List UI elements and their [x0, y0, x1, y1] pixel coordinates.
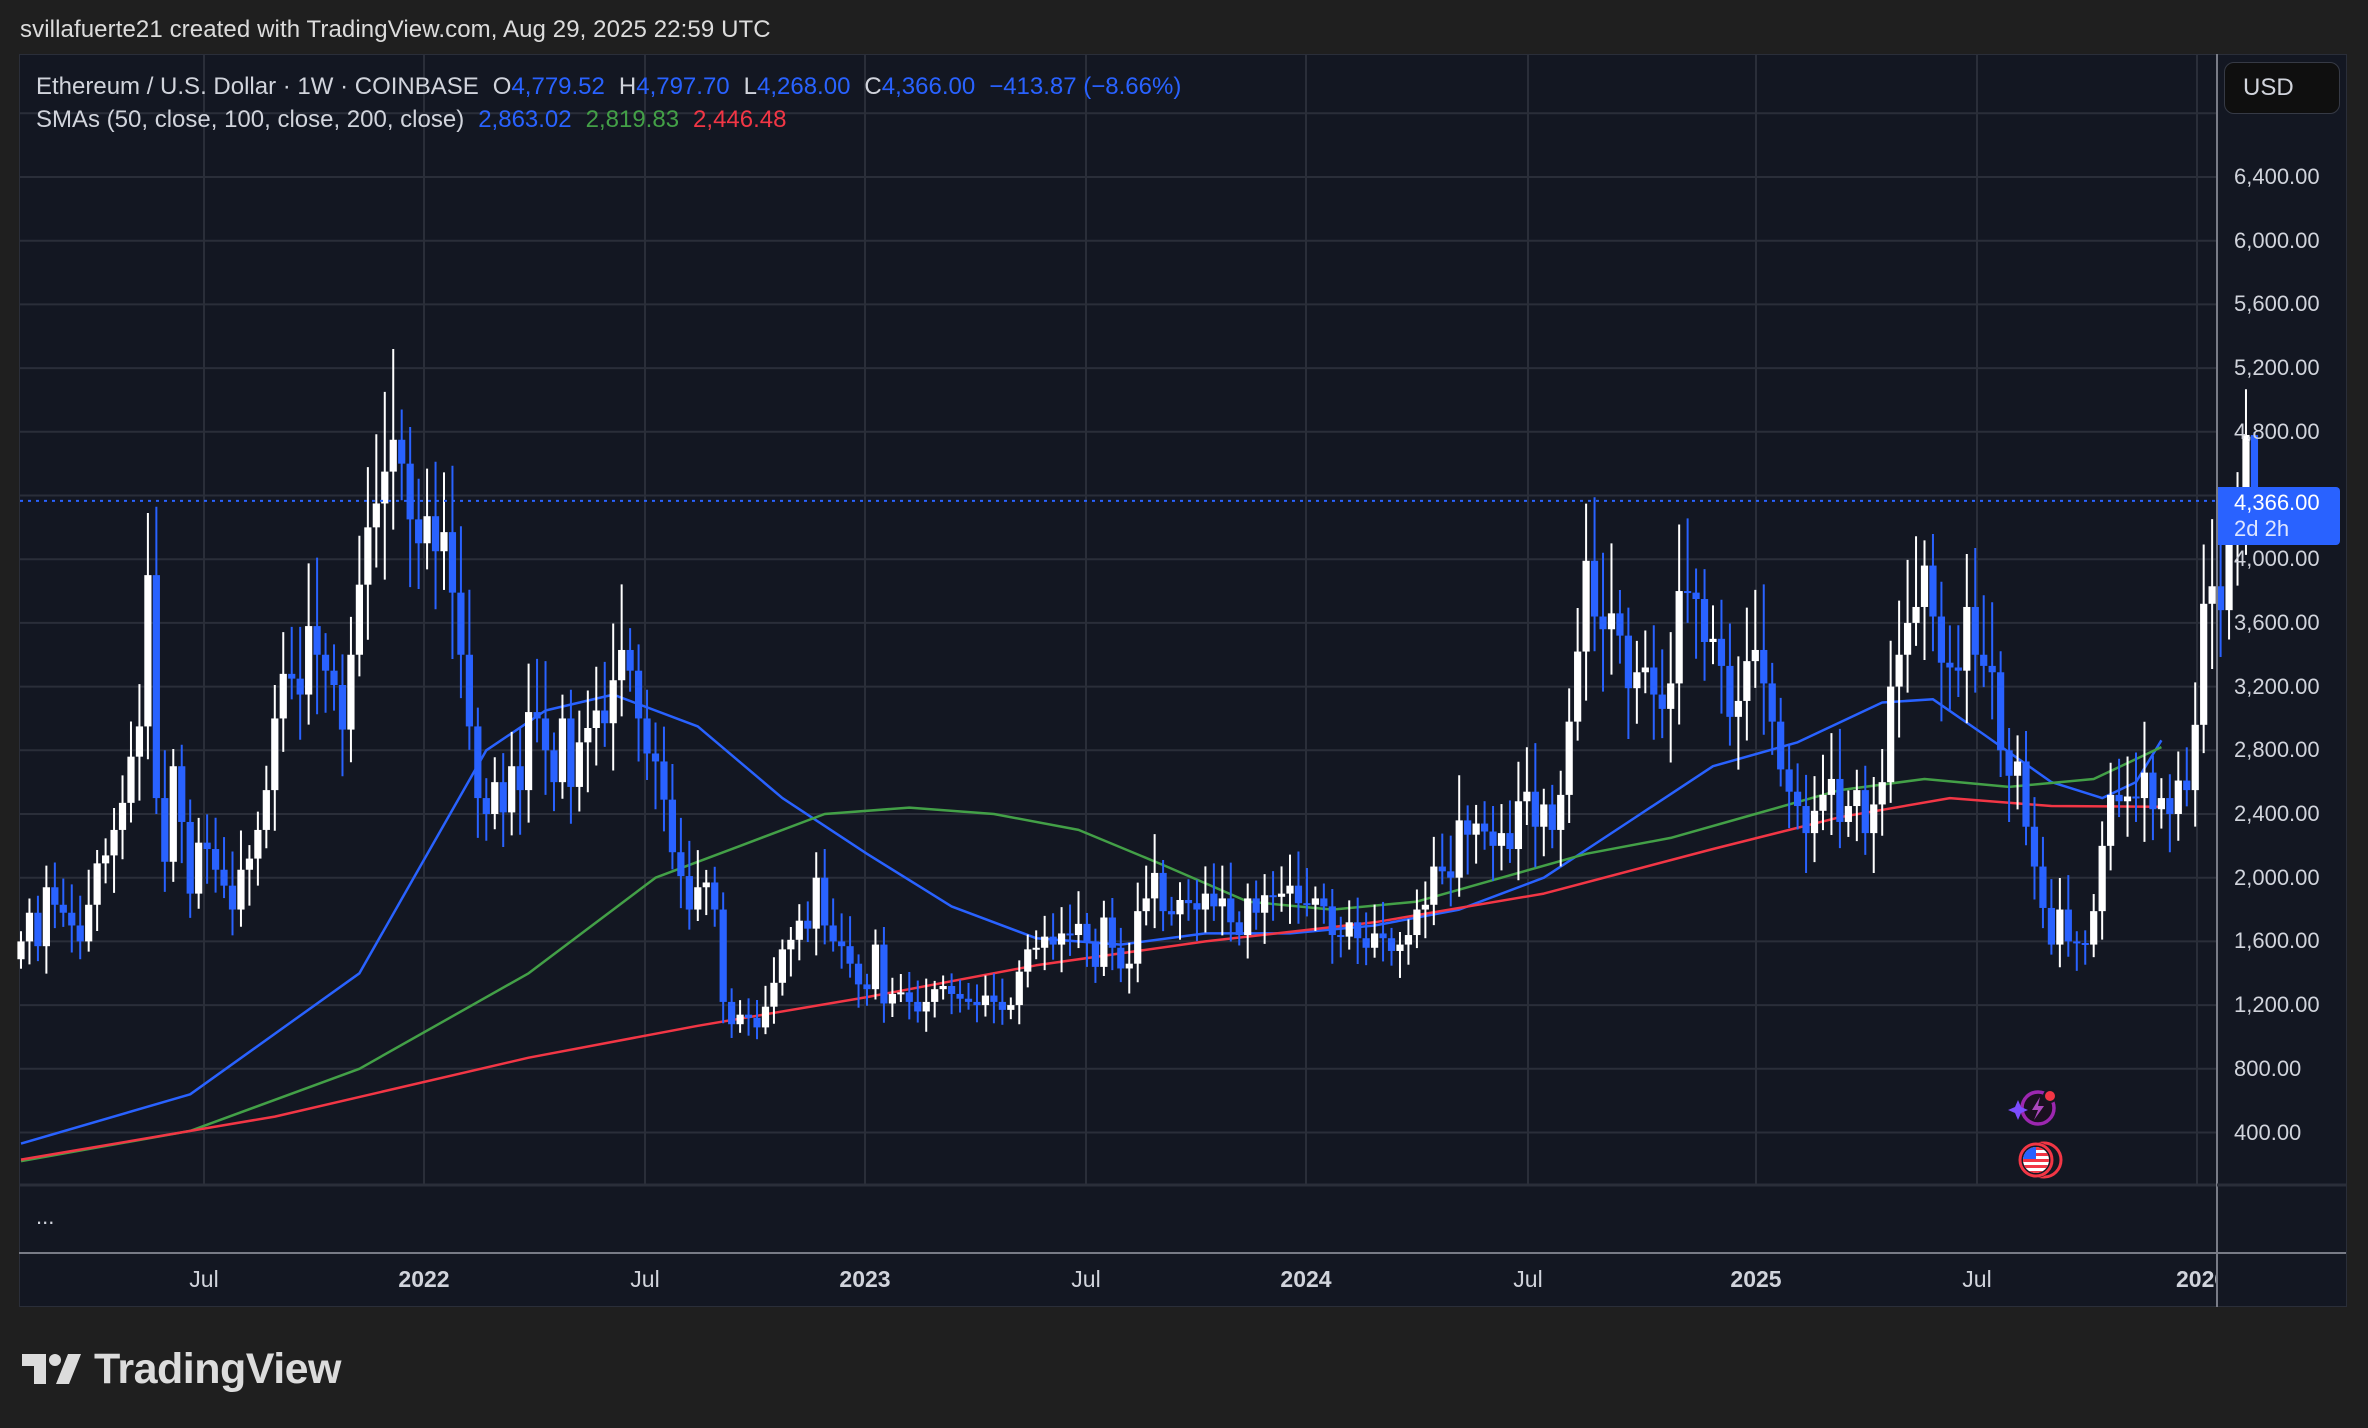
- chart-grid: [20, 55, 2216, 1184]
- time-tick-label: Jul: [1071, 1266, 1101, 1292]
- open-value: 4,779.52: [511, 73, 605, 100]
- last-price-label: 4,366.00 2d 2h: [2218, 487, 2340, 545]
- bar-countdown: 2d 2h: [2234, 516, 2290, 541]
- price-tick-label: 1,200.00: [2234, 992, 2320, 1018]
- time-tick-label: Jul: [1962, 1266, 1992, 1292]
- price-tick-label: 2,000.00: [2234, 864, 2320, 890]
- sma-indicator-label[interactable]: SMAs (50, close, 100, close, 200, close): [36, 106, 465, 133]
- time-tick-label: 2024: [1280, 1266, 1332, 1292]
- tradingview-logo-text: TradingView: [94, 1345, 342, 1393]
- tradingview-logo-icon: [22, 1353, 81, 1384]
- change-value: −413.87 (−8.66%): [989, 73, 1182, 100]
- high-label: H: [618, 73, 637, 100]
- price-tick-label: 5,600.00: [2234, 291, 2320, 317]
- close-label: C: [864, 73, 882, 100]
- price-tick-label: 3,600.00: [2234, 609, 2320, 635]
- price-tick-label: 4,000.00: [2234, 546, 2320, 572]
- symbol-row[interactable]: Ethereum / U.S. Dollar · 1W · COINBASE O…: [36, 70, 1195, 103]
- time-tick-label: Jul: [189, 1266, 219, 1292]
- sma50-value: 2,863.02: [478, 106, 572, 133]
- price-tick-label: 6,400.00: [2234, 164, 2320, 189]
- price-tick-label: 2,400.00: [2234, 801, 2320, 826]
- symbol-title[interactable]: Ethereum / U.S. Dollar · 1W · COINBASE: [36, 73, 479, 100]
- open-label: O: [492, 73, 512, 100]
- sma100-value: 2,819.83: [585, 106, 680, 133]
- time-tick-label: Jul: [630, 1266, 660, 1292]
- price-tick-label: 5,200.00: [2234, 355, 2320, 381]
- time-tick-label: 2022: [398, 1266, 450, 1292]
- candlesticks: [17, 348, 2259, 1040]
- currency-button[interactable]: USD: [2224, 62, 2340, 114]
- close-value: 4,366.00: [881, 73, 976, 100]
- price-tick-label: 2,800.00: [2234, 737, 2320, 763]
- sma-row[interactable]: SMAs (50, close, 100, close, 200, close)…: [36, 103, 1195, 136]
- chart-legend: Ethereum / U.S. Dollar · 1W · COINBASE O…: [36, 70, 1195, 136]
- last-price-value: 4,366.00: [2234, 490, 2320, 515]
- crypto-event-icon[interactable]: [2004, 1086, 2064, 1132]
- time-tick-label: Jul: [1513, 1266, 1543, 1292]
- more-indicators-button[interactable]: ...: [36, 1204, 55, 1229]
- high-value: 4,797.70: [636, 73, 730, 100]
- low-label: L: [743, 73, 757, 100]
- price-tick-label: 4,800.00: [2234, 418, 2320, 444]
- time-tick-label: 2023: [839, 1266, 891, 1292]
- low-value: 4,268.00: [757, 73, 851, 100]
- price-tick-label: 400.00: [2234, 1119, 2302, 1145]
- time-tick-label: 2025: [1730, 1266, 1782, 1292]
- attribution-text: svillafuerte21 created with TradingView.…: [20, 16, 771, 43]
- us-economic-event-icon[interactable]: [2016, 1139, 2068, 1181]
- time-tick-label: 2026: [2176, 1266, 2216, 1292]
- price-tick-label: 3,200.00: [2234, 673, 2320, 699]
- price-tick-label: 800.00: [2234, 1055, 2302, 1081]
- sma200-value: 2,446.48: [693, 106, 787, 133]
- price-tick-label: 6,000.00: [2234, 227, 2320, 253]
- price-tick-label: 1,600.00: [2234, 928, 2320, 954]
- tradingview-logo[interactable]: TradingView: [22, 1345, 342, 1394]
